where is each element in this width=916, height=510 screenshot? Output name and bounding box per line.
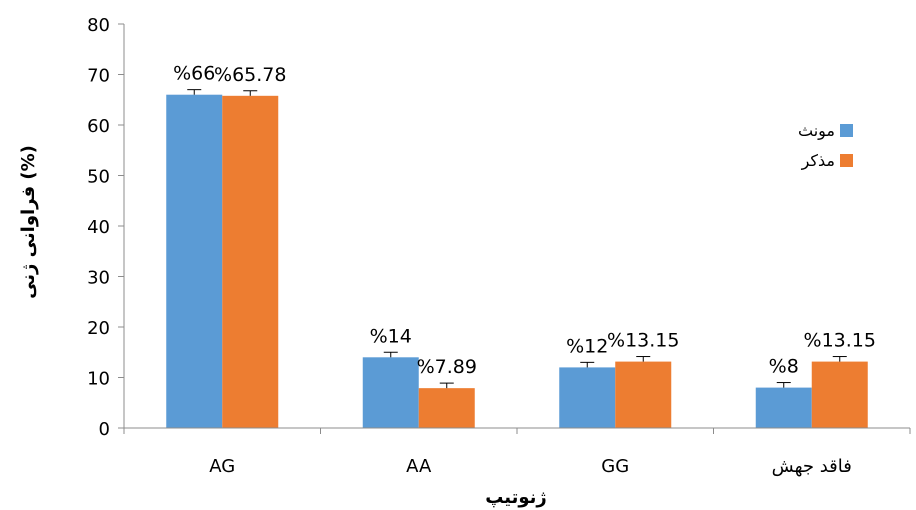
- bar: [222, 95, 279, 428]
- data-label: %66: [173, 63, 215, 85]
- bar: [755, 387, 812, 428]
- y-tick-label: 30: [87, 268, 110, 289]
- y-tick-label: 60: [87, 116, 110, 137]
- bar: [615, 361, 672, 428]
- data-label: %13.15: [607, 330, 679, 352]
- bar: [166, 94, 223, 428]
- bar: [362, 357, 419, 428]
- data-label: %14: [370, 325, 412, 347]
- y-tick-label: 40: [87, 217, 110, 238]
- legend-swatch: [840, 124, 853, 137]
- x-tick-label: AG: [209, 456, 235, 477]
- x-tick-label: AA: [406, 456, 432, 477]
- y-tick-label: 10: [87, 369, 110, 390]
- y-axis-title: فراوانی ژنی (%): [18, 145, 39, 299]
- data-label: %13.15: [804, 330, 876, 352]
- data-labels-layer: %66%65.78%14%7.89%12%13.15%8%13.15: [173, 63, 876, 378]
- legend-label: مذکر: [801, 151, 835, 171]
- x-axis-title: ژنوتیپ: [485, 487, 547, 508]
- bars-layer: [166, 94, 868, 428]
- y-tick-label: 0: [99, 419, 110, 440]
- x-tick-label: GG: [601, 456, 629, 477]
- bar: [559, 367, 616, 428]
- legend: مونث مذکر: [798, 121, 853, 171]
- legend-label: مونث: [798, 121, 835, 141]
- data-label: %12: [566, 335, 608, 357]
- data-label: %65.78: [214, 64, 286, 86]
- bar: [418, 388, 475, 428]
- y-tick-label: 20: [87, 318, 110, 339]
- x-tick-label: فاقد جهش: [772, 456, 852, 477]
- y-tick-label: 70: [87, 66, 110, 87]
- legend-swatch: [840, 154, 853, 167]
- x-ticks-layer: AG AA GG فاقد جهش: [123, 428, 911, 477]
- y-tick-label: 50: [87, 167, 110, 188]
- data-label: %8: [769, 356, 799, 378]
- y-tick-label: 80: [87, 15, 110, 36]
- data-label: %7.89: [417, 356, 477, 378]
- y-ticks-layer: 0 10 20 30 40 50 60 70 80: [87, 15, 124, 440]
- bar: [811, 361, 868, 428]
- error-bars-layer: [187, 89, 847, 389]
